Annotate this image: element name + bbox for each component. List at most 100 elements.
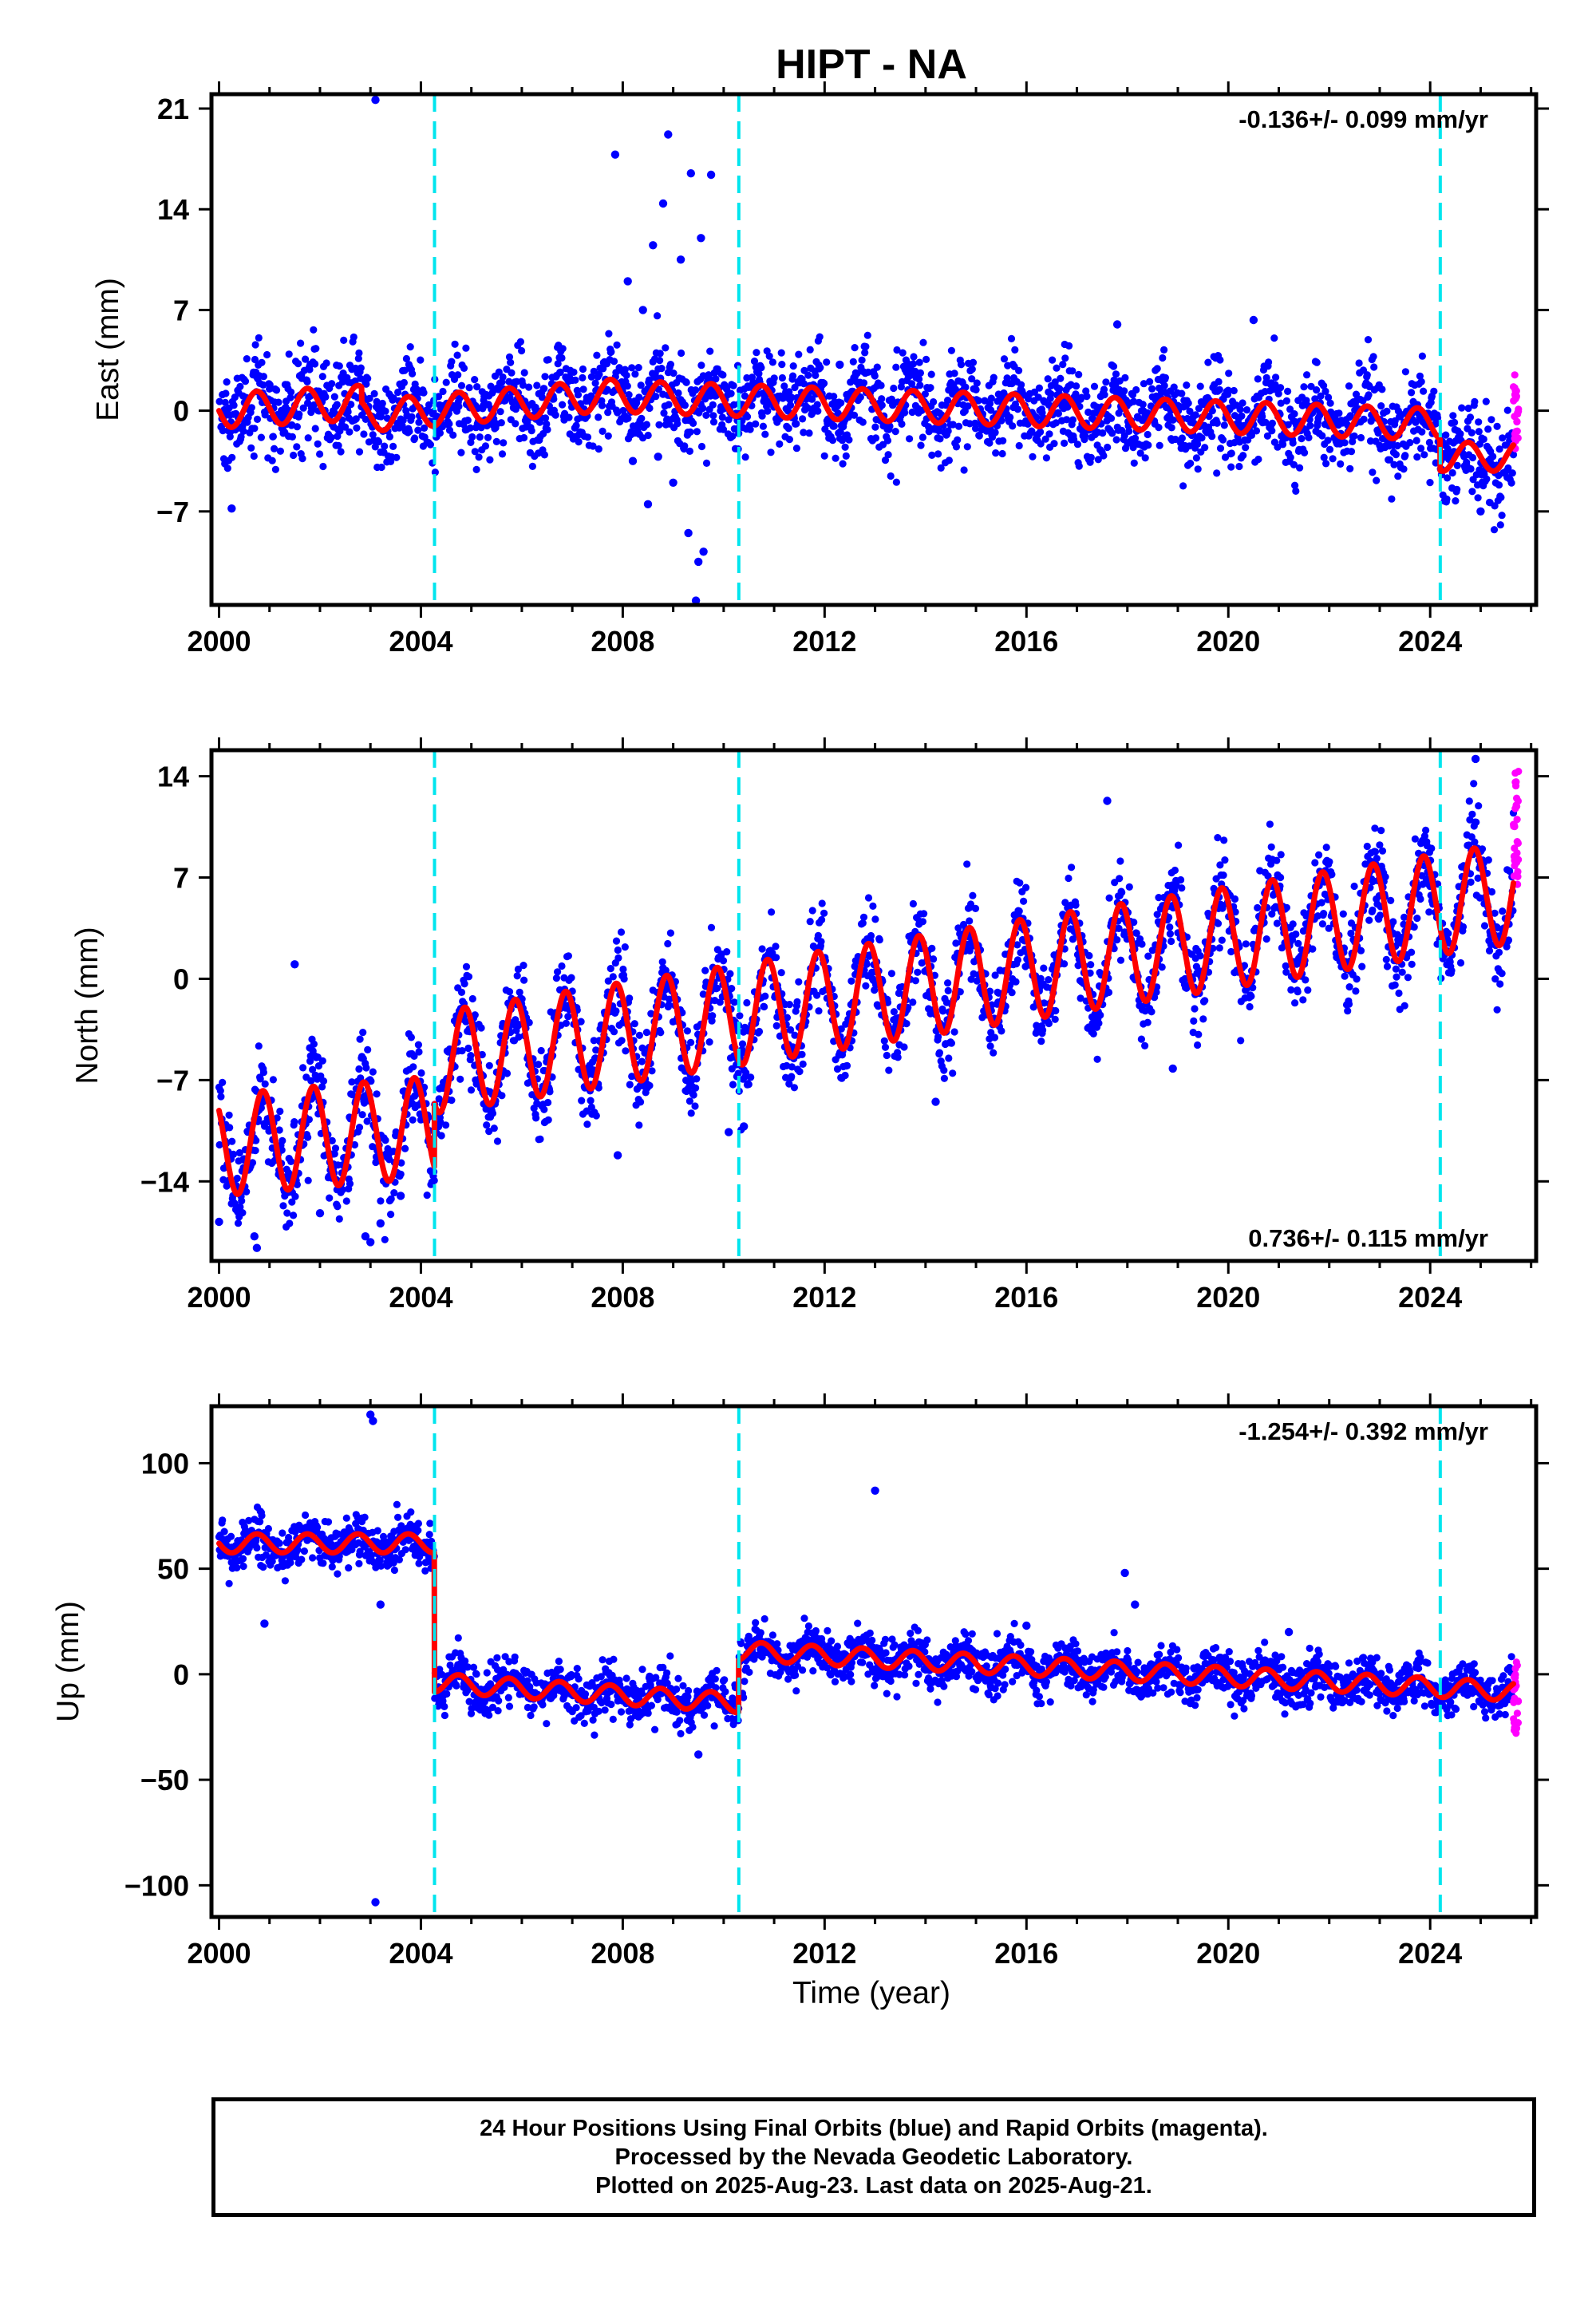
final-orbit-point [503,1069,512,1077]
outlier-point [215,1217,223,1227]
final-orbit-point [1102,378,1110,386]
final-orbit-point [1472,818,1480,826]
final-orbit-point [990,373,998,381]
final-orbit-point [1194,465,1202,473]
final-orbit-point [1458,404,1466,412]
x-tick-label: 2012 [792,625,856,658]
outlier-point [1168,1064,1177,1073]
x-tick-label: 2016 [994,625,1058,658]
final-orbit-point [1167,424,1175,432]
final-orbit-point [488,1109,497,1117]
final-orbit-point [635,1121,643,1129]
final-orbit-point [918,433,926,441]
final-orbit-point [544,356,552,364]
final-orbit-point [525,383,533,391]
final-orbit-point [656,350,664,358]
final-orbit-point [761,430,769,438]
final-orbit-point [1466,413,1475,421]
final-orbit-point [535,1061,543,1069]
final-orbit-point [610,358,618,366]
final-orbit-point [630,1020,638,1028]
final-orbit-point [1291,999,1299,1007]
final-orbit-point [290,451,298,460]
final-orbit-point [1369,468,1377,476]
final-orbit-point [1284,421,1292,429]
final-orbit-point [1296,464,1304,472]
final-orbit-point [884,451,892,459]
final-orbit-point [1470,780,1478,788]
final-orbit-point [1160,381,1168,389]
final-orbit-point [646,1081,654,1089]
final-orbit-point [1104,443,1112,452]
final-orbit-point [911,977,919,985]
final-orbit-point [263,350,271,359]
final-orbit-point [1418,428,1426,436]
final-orbit-point [813,401,821,409]
final-orbit-point [247,404,255,412]
final-orbit-point [785,1001,794,1009]
final-orbit-point [820,909,828,917]
final-orbit-point [595,413,602,421]
final-orbit-point [1459,923,1468,931]
final-orbit-point [261,1080,269,1088]
final-orbit-point [768,908,776,916]
final-orbit-point [1467,878,1475,886]
final-orbit-point [318,1057,326,1065]
final-orbit-point [533,381,541,389]
final-orbit-point [681,401,689,409]
final-orbit-point [757,364,765,372]
final-orbit-point [755,370,763,377]
final-orbit-point [279,1136,286,1144]
final-orbit-point [1400,1002,1408,1010]
final-orbit-point [1144,441,1152,449]
final-orbit-point [776,440,784,449]
final-orbit-point [287,388,295,396]
final-orbit-point [355,1065,363,1073]
final-orbit-point [1218,936,1226,944]
final-orbit-point [236,382,244,390]
final-orbit-point [543,420,551,429]
final-orbit-point [969,891,977,899]
final-orbit-point [1051,1015,1059,1023]
final-orbit-point [507,358,515,366]
final-orbit-point [908,408,916,417]
final-orbit-point [642,421,651,429]
final-orbit-point [439,387,447,396]
final-orbit-point [520,976,528,984]
final-orbit-point [915,375,923,383]
final-orbit-point [251,1147,259,1155]
final-orbit-point [812,371,820,379]
final-orbit-point [1350,882,1358,891]
final-orbit-point [890,384,898,393]
final-orbit-point [736,1012,744,1020]
final-orbit-point [527,427,535,435]
final-orbit-point [820,379,828,387]
final-orbit-point [758,945,766,953]
final-orbit-point [850,411,859,419]
final-orbit-point [689,1091,697,1099]
final-orbit-point [945,1054,953,1062]
final-orbit-point [1132,385,1140,394]
final-orbit-point [799,1060,807,1068]
final-orbit-point [1497,493,1505,501]
final-orbit-point [1070,436,1078,444]
final-orbit-point [1277,399,1285,407]
final-orbit-point [369,431,377,439]
final-orbit-point [837,399,845,407]
final-orbit-point [1378,847,1387,855]
final-orbit-point [1299,996,1307,1004]
final-orbit-point [1196,952,1204,960]
final-orbit-point [1313,358,1321,366]
final-orbit-point [1107,414,1116,422]
final-orbit-point [957,361,966,369]
final-orbit-point [631,370,639,378]
outlier-point [686,169,695,178]
final-orbit-point [1286,405,1294,413]
final-orbit-point [1290,460,1298,468]
final-orbit-point [1496,521,1504,529]
final-orbit-point [606,965,614,973]
final-orbit-point [745,1081,753,1089]
final-orbit-point [558,962,566,970]
final-orbit-point [1352,987,1360,995]
final-orbit-point [255,334,263,342]
